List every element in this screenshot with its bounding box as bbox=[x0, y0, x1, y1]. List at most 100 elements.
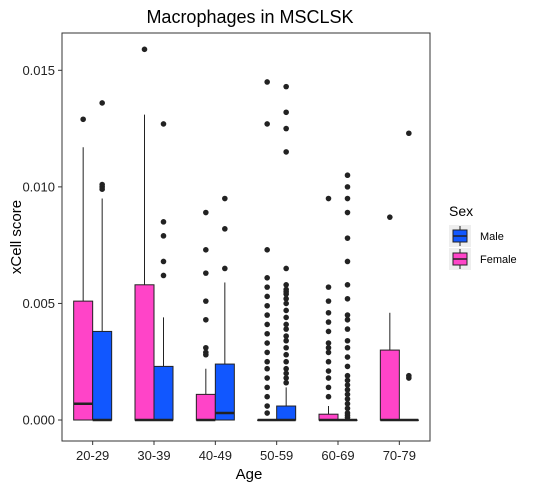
outlier-point bbox=[283, 291, 289, 297]
outlier-point bbox=[344, 258, 351, 265]
outlier-point bbox=[264, 410, 270, 416]
outlier-point bbox=[283, 379, 289, 386]
legend: Sex Male Female bbox=[449, 203, 517, 270]
outlier-point bbox=[325, 344, 332, 351]
x-tick-label: 60-69 bbox=[321, 448, 354, 463]
plot-panel bbox=[61, 32, 431, 442]
outlier-point bbox=[264, 403, 270, 409]
outlier-point bbox=[325, 393, 332, 400]
legend-entry-female: Female bbox=[449, 248, 517, 270]
outlier-point bbox=[344, 281, 351, 288]
male-box-70-79 bbox=[398, 130, 419, 422]
outlier-point bbox=[283, 333, 289, 339]
outlier-point bbox=[325, 375, 332, 381]
outlier-point bbox=[344, 295, 351, 302]
female-box-30-39 bbox=[134, 46, 155, 422]
outlier-point bbox=[264, 284, 270, 290]
female-box-50-59 bbox=[257, 79, 278, 422]
outlier-point bbox=[203, 209, 209, 216]
outlier-point bbox=[203, 351, 209, 358]
outlier-point bbox=[264, 312, 270, 318]
outlier-point bbox=[325, 298, 332, 304]
box-body bbox=[195, 393, 216, 421]
outlier-point bbox=[264, 275, 270, 281]
outlier-point bbox=[160, 272, 167, 279]
outlier-point bbox=[325, 328, 332, 335]
chart-title: Macrophages in MSCLSK bbox=[146, 7, 353, 27]
outlier-point bbox=[283, 344, 289, 351]
outlier-point bbox=[80, 116, 86, 123]
outlier-point bbox=[264, 121, 270, 127]
y-tick-label: 0.005 bbox=[22, 296, 55, 311]
male-box-60-69 bbox=[337, 172, 358, 422]
y-tick-label: 0.000 bbox=[22, 413, 55, 428]
x-tick-label: 70-79 bbox=[383, 448, 416, 463]
y-axis-title: xCell score bbox=[8, 200, 25, 274]
outlier-point bbox=[99, 100, 105, 106]
outlier-point bbox=[325, 284, 332, 290]
outlier-point bbox=[283, 149, 289, 155]
outlier-point bbox=[222, 265, 228, 272]
outlier-point bbox=[99, 186, 105, 193]
legend-title: Sex bbox=[449, 203, 473, 219]
female-box-70-79 bbox=[379, 214, 400, 422]
outlier-point bbox=[283, 265, 289, 272]
outlier-point bbox=[264, 247, 270, 253]
outlier-point bbox=[344, 184, 351, 190]
outlier-point bbox=[344, 382, 351, 388]
box-body bbox=[153, 365, 174, 421]
x-axis: 20-29 30-39 40-49 50-59 60-69 70-79 bbox=[76, 441, 416, 463]
box-body bbox=[214, 363, 235, 421]
outlier-point bbox=[141, 46, 148, 53]
outlier-point bbox=[203, 247, 209, 253]
outlier-point bbox=[264, 340, 270, 346]
outlier-point bbox=[264, 365, 270, 372]
outlier-point bbox=[283, 337, 289, 344]
outlier-point bbox=[283, 326, 289, 332]
outlier-point bbox=[344, 391, 351, 398]
outlier-point bbox=[406, 130, 412, 137]
y-axis: 0.000 0.005 0.010 0.015 bbox=[22, 63, 62, 428]
outlier-point bbox=[160, 121, 167, 127]
outlier-point bbox=[222, 226, 228, 232]
outlier-point bbox=[344, 312, 351, 318]
box-body bbox=[276, 405, 297, 421]
y-tick-label: 0.015 bbox=[22, 63, 55, 78]
outlier-point bbox=[344, 316, 351, 323]
outlier-point bbox=[264, 384, 270, 391]
outlier-point bbox=[344, 326, 351, 332]
outlier-point bbox=[264, 349, 270, 356]
legend-label: Male bbox=[480, 231, 504, 243]
outlier-point bbox=[160, 233, 167, 239]
outlier-point bbox=[344, 172, 351, 179]
outlier-point bbox=[283, 375, 289, 381]
female-box-20-29 bbox=[73, 116, 94, 421]
box-body bbox=[92, 330, 113, 421]
outlier-point bbox=[264, 293, 270, 300]
male-box-50-59 bbox=[276, 83, 297, 422]
outlier-point bbox=[325, 368, 332, 374]
box-body bbox=[134, 284, 155, 421]
outlier-point bbox=[160, 219, 167, 225]
outlier-point bbox=[203, 270, 209, 276]
outlier-point bbox=[264, 79, 270, 85]
female-box-60-69 bbox=[318, 195, 339, 422]
outlier-point bbox=[264, 375, 270, 381]
outlier-point bbox=[344, 209, 351, 216]
outlier-point bbox=[325, 384, 332, 391]
outlier-point bbox=[325, 340, 332, 346]
female-box-40-49 bbox=[195, 209, 216, 422]
x-axis-title: Age bbox=[236, 466, 263, 483]
outlier-point bbox=[344, 377, 351, 384]
male-box-20-29 bbox=[92, 100, 113, 422]
outlier-point bbox=[344, 396, 351, 402]
x-tick-label: 30-39 bbox=[137, 448, 170, 463]
x-tick-label: 40-49 bbox=[199, 448, 232, 463]
outlier-point bbox=[264, 358, 270, 365]
outlier-point bbox=[264, 330, 270, 337]
outlier-point bbox=[325, 319, 332, 325]
outlier-point bbox=[344, 405, 351, 412]
outlier-point bbox=[203, 298, 209, 304]
outlier-point bbox=[325, 349, 332, 356]
